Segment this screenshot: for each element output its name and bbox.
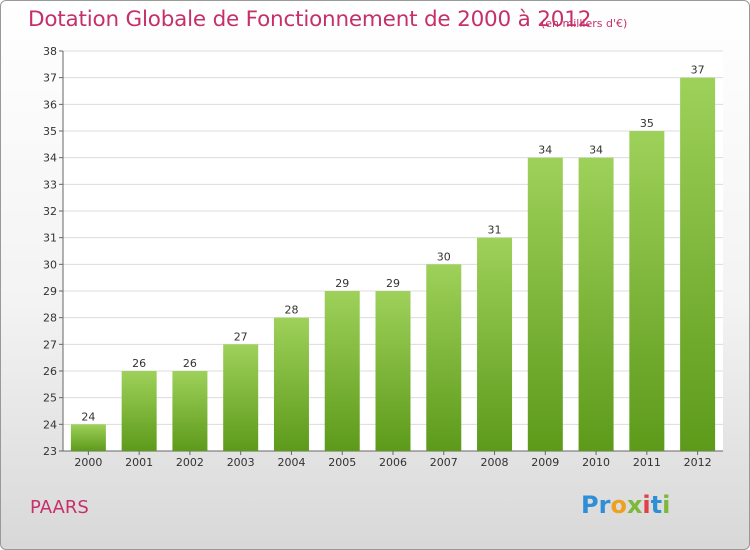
- bar-value-label: 26: [132, 357, 146, 370]
- bar: [426, 264, 462, 451]
- commune-name: PAARS: [30, 497, 89, 518]
- bar: [578, 157, 614, 451]
- x-tick-label: 2006: [379, 456, 407, 469]
- x-tick-label: 2012: [684, 456, 712, 469]
- x-tick-label: 2000: [74, 456, 102, 469]
- bar-value-label: 26: [183, 357, 197, 370]
- bar: [527, 157, 563, 451]
- bar-value-label: 29: [335, 277, 349, 290]
- y-tick-label: 26: [43, 365, 57, 378]
- y-tick-label: 25: [43, 392, 57, 405]
- y-tick-label: 31: [43, 232, 57, 245]
- x-tick-label: 2011: [633, 456, 661, 469]
- bar: [121, 371, 157, 451]
- bar-value-label: 24: [81, 410, 95, 423]
- bar: [70, 424, 106, 451]
- y-tick-label: 33: [43, 178, 57, 191]
- x-tick-label: 2003: [227, 456, 255, 469]
- x-tick-label: 2007: [430, 456, 458, 469]
- bar: [172, 371, 208, 451]
- y-tick-label: 36: [43, 98, 57, 111]
- y-tick-label: 37: [43, 72, 57, 85]
- y-tick-label: 38: [43, 45, 57, 58]
- x-tick-label: 2008: [481, 456, 509, 469]
- logo-part-3: x: [626, 491, 643, 519]
- bar-value-label: 34: [538, 144, 552, 157]
- bar-value-label: 29: [386, 277, 400, 290]
- bar: [477, 237, 513, 451]
- logo-part-2: o: [610, 491, 627, 519]
- logo-part-5: t: [650, 491, 663, 519]
- y-tick-label: 32: [43, 205, 57, 218]
- y-tick-label: 24: [43, 418, 57, 431]
- bar-value-label: 34: [589, 144, 603, 157]
- x-tick-label: 2009: [531, 456, 559, 469]
- y-tick-label: 29: [43, 285, 57, 298]
- y-tick-label: 27: [43, 338, 57, 351]
- chart-title: Dotation Globale de Fonctionnement de 20…: [28, 7, 592, 32]
- proxiti-logo: Proxiti: [581, 491, 670, 519]
- chart-subtitle: (en milliers d'€): [541, 17, 628, 30]
- bar-value-label: 27: [234, 330, 248, 343]
- bar: [680, 77, 716, 452]
- x-tick-label: 2004: [277, 456, 305, 469]
- logo-part-4: i: [642, 491, 651, 519]
- bar: [223, 344, 259, 451]
- x-tick-label: 2001: [125, 456, 153, 469]
- bar-value-label: 31: [488, 224, 502, 237]
- y-tick-label: 30: [43, 258, 57, 271]
- bar: [324, 291, 360, 451]
- bar-value-label: 30: [437, 250, 451, 263]
- bar: [273, 317, 309, 451]
- bar: [629, 131, 665, 451]
- y-tick-label: 34: [43, 152, 57, 165]
- y-tick-label: 28: [43, 312, 57, 325]
- x-tick-label: 2010: [582, 456, 610, 469]
- x-tick-label: 2002: [176, 456, 204, 469]
- logo-part-6: i: [662, 491, 671, 519]
- y-tick-label: 35: [43, 125, 57, 138]
- bar-value-label: 37: [691, 64, 705, 77]
- x-tick-label: 2005: [328, 456, 356, 469]
- y-tick-label: 23: [43, 445, 57, 458]
- logo-part-1: Pr: [581, 491, 611, 519]
- bar-value-label: 35: [640, 117, 654, 130]
- bar: [375, 291, 411, 451]
- bar-value-label: 28: [284, 304, 298, 317]
